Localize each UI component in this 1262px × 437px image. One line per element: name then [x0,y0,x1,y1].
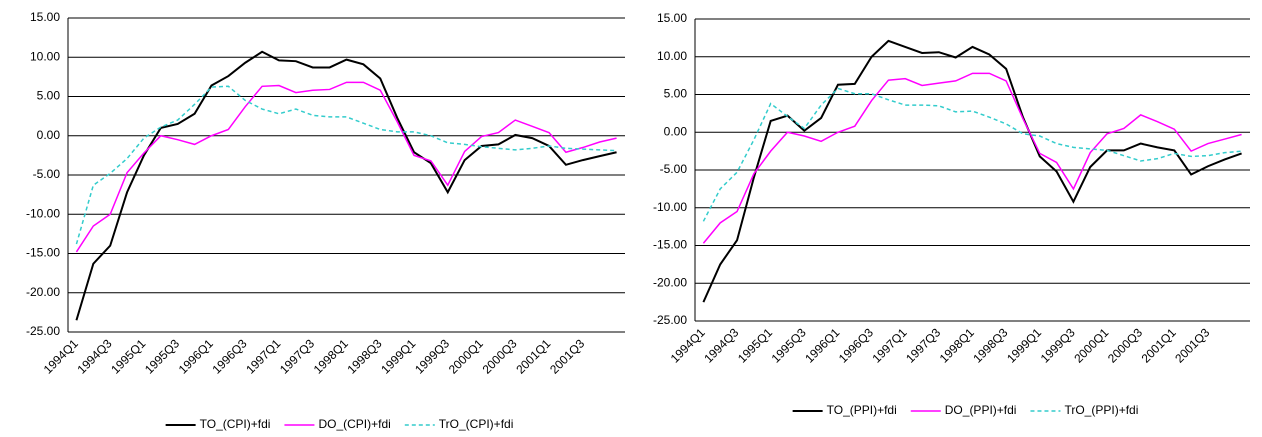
x-tick-label: 1998Q3 [970,325,1010,365]
x-tick-label: 2001Q3 [547,336,587,376]
series-line [702,87,1242,222]
series-line [702,39,1242,303]
x-tick-label: 1998Q1 [311,336,351,376]
x-tick-label: 1995Q3 [142,336,182,376]
x-tick-label: 1999Q3 [412,336,452,376]
y-tick-label: 5.00 [37,89,61,103]
x-tick-label: 1998Q3 [345,336,385,376]
x-tick-label: 1996Q1 [802,325,842,365]
x-tick-label: 1995Q3 [769,325,809,365]
x-tick-label: 1999Q3 [1038,325,1078,365]
y-tick-label: -15.00 [653,238,687,252]
y-tick-label: -5.00 [660,162,688,176]
x-tick-label: 1995Q1 [735,325,775,365]
legend-label: TO_(PPI)+fdi [827,403,897,417]
x-tick-label: 2000Q1 [1071,325,1111,365]
y-tick-label: -25.00 [26,324,60,338]
legend-label: DO_(CPI)+fdi [318,417,390,431]
y-tick-label: -20.00 [653,275,687,289]
x-tick-label: 1996Q1 [176,336,216,376]
y-tick-label: 0.00 [37,128,61,142]
legend-label: TO_(CPI)+fdi [200,417,271,431]
y-tick-label: 0.00 [664,124,688,138]
y-tick-label: 15.00 [30,10,60,24]
x-tick-label: 1997Q3 [903,325,943,365]
x-tick-label: 1995Q1 [108,336,148,376]
x-tick-label: 2001Q1 [1139,325,1179,365]
x-tick-label: 1997Q3 [277,336,317,376]
x-tick-label: 2000Q3 [1105,325,1145,365]
y-tick-label: 5.00 [664,87,688,101]
x-tick-label: 2001Q1 [513,336,553,376]
series-line [75,81,617,253]
series-line [702,72,1242,244]
series-line [75,50,617,321]
x-tick-label: 1994Q3 [701,325,741,365]
y-tick-label: 15.00 [657,11,687,25]
legend-label: TrO_(CPI)+fdi [439,417,514,431]
y-tick-label: -15.00 [26,246,60,260]
x-tick-label: 1996Q3 [836,325,876,365]
x-tick-label: 2001Q3 [1172,325,1212,365]
y-tick-label: -25.00 [653,313,687,327]
y-tick-label: 10.00 [30,49,60,63]
series-line [75,85,617,245]
x-tick-label: 2000Q3 [480,336,520,376]
y-tick-label: -10.00 [26,206,60,220]
x-tick-label: 1998Q1 [937,325,977,365]
y-tick-label: -10.00 [653,200,687,214]
legend-label: TrO_(PPI)+fdi [1064,403,1138,417]
x-tick-label: 1999Q1 [378,336,418,376]
x-tick-label: 1999Q1 [1004,325,1044,365]
x-tick-label: 1994Q1 [668,325,708,365]
x-tick-label: 1994Q3 [74,336,114,376]
x-tick-label: 1996Q3 [209,336,249,376]
x-tick-label: 1997Q1 [243,336,283,376]
y-tick-label: -5.00 [33,167,61,181]
x-tick-label: 2000Q1 [446,336,486,376]
y-tick-label: -20.00 [26,285,60,299]
y-tick-label: 10.00 [657,49,687,63]
x-tick-label: 1994Q1 [41,336,81,376]
legend-label: DO_(PPI)+fdi [945,403,1017,417]
x-tick-label: 1997Q1 [869,325,909,365]
